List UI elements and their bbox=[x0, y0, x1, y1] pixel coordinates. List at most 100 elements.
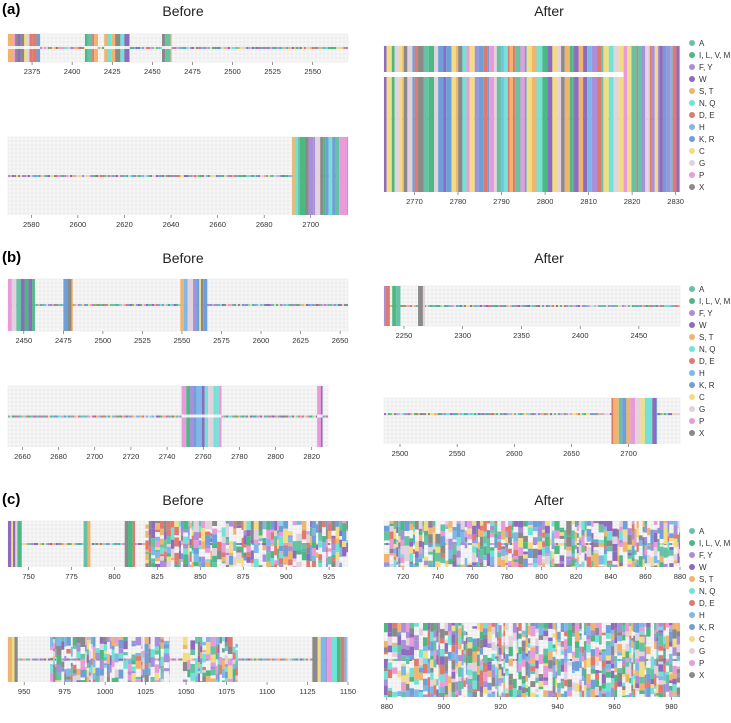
title-before-c: Before bbox=[162, 492, 203, 508]
x-tick-label: 800 bbox=[108, 572, 121, 581]
x-tick-label: 960 bbox=[608, 702, 621, 711]
alignment-block bbox=[50, 637, 170, 682]
legend-label: D, E bbox=[699, 357, 715, 366]
legend-swatch bbox=[689, 322, 695, 328]
alignment-block bbox=[8, 521, 22, 567]
alignment-plot-3: 2770 2780 2790 2800 2810 2820 2830 bbox=[383, 45, 684, 206]
legend-swatch bbox=[689, 370, 695, 376]
legend-label: F, Y bbox=[699, 309, 713, 318]
legend-swatch bbox=[689, 346, 695, 352]
x-tick-label: 2600 bbox=[70, 220, 87, 229]
legend-label: G bbox=[699, 159, 705, 168]
x-tick-label: 2700 bbox=[302, 220, 319, 229]
legend-label: G bbox=[699, 647, 705, 656]
x-tick-label: 1025 bbox=[137, 687, 154, 696]
legend-swatch bbox=[689, 52, 695, 58]
consensus-line bbox=[8, 415, 328, 418]
alignment-plot-6: 2250 2300 2350 2400 2450 bbox=[383, 285, 681, 340]
alignment-block bbox=[392, 286, 401, 326]
x-tick-label: 2800 bbox=[537, 197, 554, 206]
legend-label: D, E bbox=[699, 599, 715, 608]
legend-swatch bbox=[689, 406, 695, 412]
x-tick-label: 2760 bbox=[195, 452, 212, 461]
x-tick-label: 1150 bbox=[340, 687, 356, 696]
legend-label: N, Q bbox=[699, 345, 715, 354]
alignment-block bbox=[161, 34, 172, 62]
alignment-block bbox=[312, 637, 348, 682]
legend-swatch bbox=[689, 88, 695, 94]
alignment-plot-1: 2375 2400 2425 2450 2475 2500 2525 2550 bbox=[7, 33, 349, 76]
alignment-plot-9: 950 975 1000 1025 1050 1075 1100 1125 1150 bbox=[7, 636, 356, 696]
x-tick-label: 2820 bbox=[624, 197, 641, 206]
legend-swatch bbox=[689, 112, 695, 118]
legend-swatch bbox=[689, 588, 695, 594]
alignment-plot-2: 2580 2600 2620 2640 2660 2680 2700 bbox=[7, 136, 349, 229]
legend-swatch bbox=[689, 172, 695, 178]
legend-swatch bbox=[689, 358, 695, 364]
legend-label: S, T bbox=[699, 575, 714, 584]
legend-swatch bbox=[689, 76, 695, 82]
x-tick-label: 800 bbox=[535, 572, 548, 581]
legend-swatch bbox=[689, 160, 695, 166]
legend-swatch bbox=[689, 612, 695, 618]
alignment-plot-5: 2660 2680 2700 2720 2740 2760 2780 2800 2820 bbox=[7, 385, 329, 461]
x-tick-label: 2650 bbox=[563, 449, 580, 458]
x-tick-label: 900 bbox=[438, 702, 451, 711]
title-before-a: Before bbox=[162, 3, 203, 19]
x-tick-label: 2450 bbox=[631, 331, 648, 340]
legend-swatch bbox=[689, 552, 695, 558]
legend-label: W bbox=[699, 563, 707, 572]
x-tick-label: 900 bbox=[280, 572, 293, 581]
legend-swatch bbox=[689, 64, 695, 70]
legend-swatch bbox=[689, 124, 695, 130]
x-tick-label: 2660 bbox=[14, 452, 31, 461]
x-tick-label: 820 bbox=[570, 572, 583, 581]
alignment-block bbox=[8, 637, 18, 682]
title-after-a: After bbox=[534, 3, 564, 19]
legend-label: X bbox=[699, 671, 705, 680]
x-tick-label: 2550 bbox=[304, 67, 321, 76]
x-tick-label: 2640 bbox=[163, 220, 180, 229]
legend-swatch bbox=[689, 600, 695, 606]
legend-label: C bbox=[699, 393, 705, 402]
legend-swatch bbox=[689, 40, 695, 46]
legend-label: A bbox=[699, 527, 705, 536]
x-tick-label: 2680 bbox=[256, 220, 273, 229]
legend-swatch bbox=[689, 648, 695, 654]
legend-label: F, Y bbox=[699, 551, 713, 560]
x-tick-label: 2790 bbox=[493, 197, 510, 206]
panel-label-a: (a) bbox=[2, 1, 20, 18]
x-tick-label: 2350 bbox=[513, 331, 530, 340]
x-tick-label: 975 bbox=[58, 687, 71, 696]
legend-swatch bbox=[689, 672, 695, 678]
legend-label: I, L, V, M bbox=[699, 539, 731, 548]
legend-label: X bbox=[699, 429, 705, 438]
x-tick-label: 720 bbox=[397, 572, 410, 581]
x-tick-label: 2800 bbox=[267, 452, 284, 461]
x-tick-label: 2500 bbox=[95, 336, 112, 345]
x-tick-label: 2475 bbox=[55, 336, 72, 345]
x-tick-label: 860 bbox=[639, 572, 652, 581]
consensus-line bbox=[384, 305, 680, 307]
x-tick-label: 2575 bbox=[213, 336, 230, 345]
legend-swatch bbox=[689, 382, 695, 388]
legend-label: N, Q bbox=[699, 99, 715, 108]
x-tick-label: 2620 bbox=[116, 220, 133, 229]
alignment-block bbox=[384, 521, 680, 567]
alignment-block bbox=[418, 286, 426, 326]
x-tick-label: 1050 bbox=[178, 687, 195, 696]
gap-band bbox=[384, 72, 624, 77]
legend-label: C bbox=[699, 147, 705, 156]
x-tick-label: 2625 bbox=[292, 336, 309, 345]
x-tick-label: 880 bbox=[381, 702, 394, 711]
legend-label: P bbox=[699, 659, 704, 668]
alignment-block bbox=[317, 386, 323, 447]
x-tick-label: 2780 bbox=[450, 197, 467, 206]
alignment-block bbox=[182, 637, 238, 682]
legend-label: W bbox=[699, 75, 707, 84]
x-tick-label: 2600 bbox=[506, 449, 523, 458]
x-tick-label: 925 bbox=[323, 572, 336, 581]
x-tick-label: 2425 bbox=[104, 67, 121, 76]
x-tick-label: 2550 bbox=[449, 449, 466, 458]
